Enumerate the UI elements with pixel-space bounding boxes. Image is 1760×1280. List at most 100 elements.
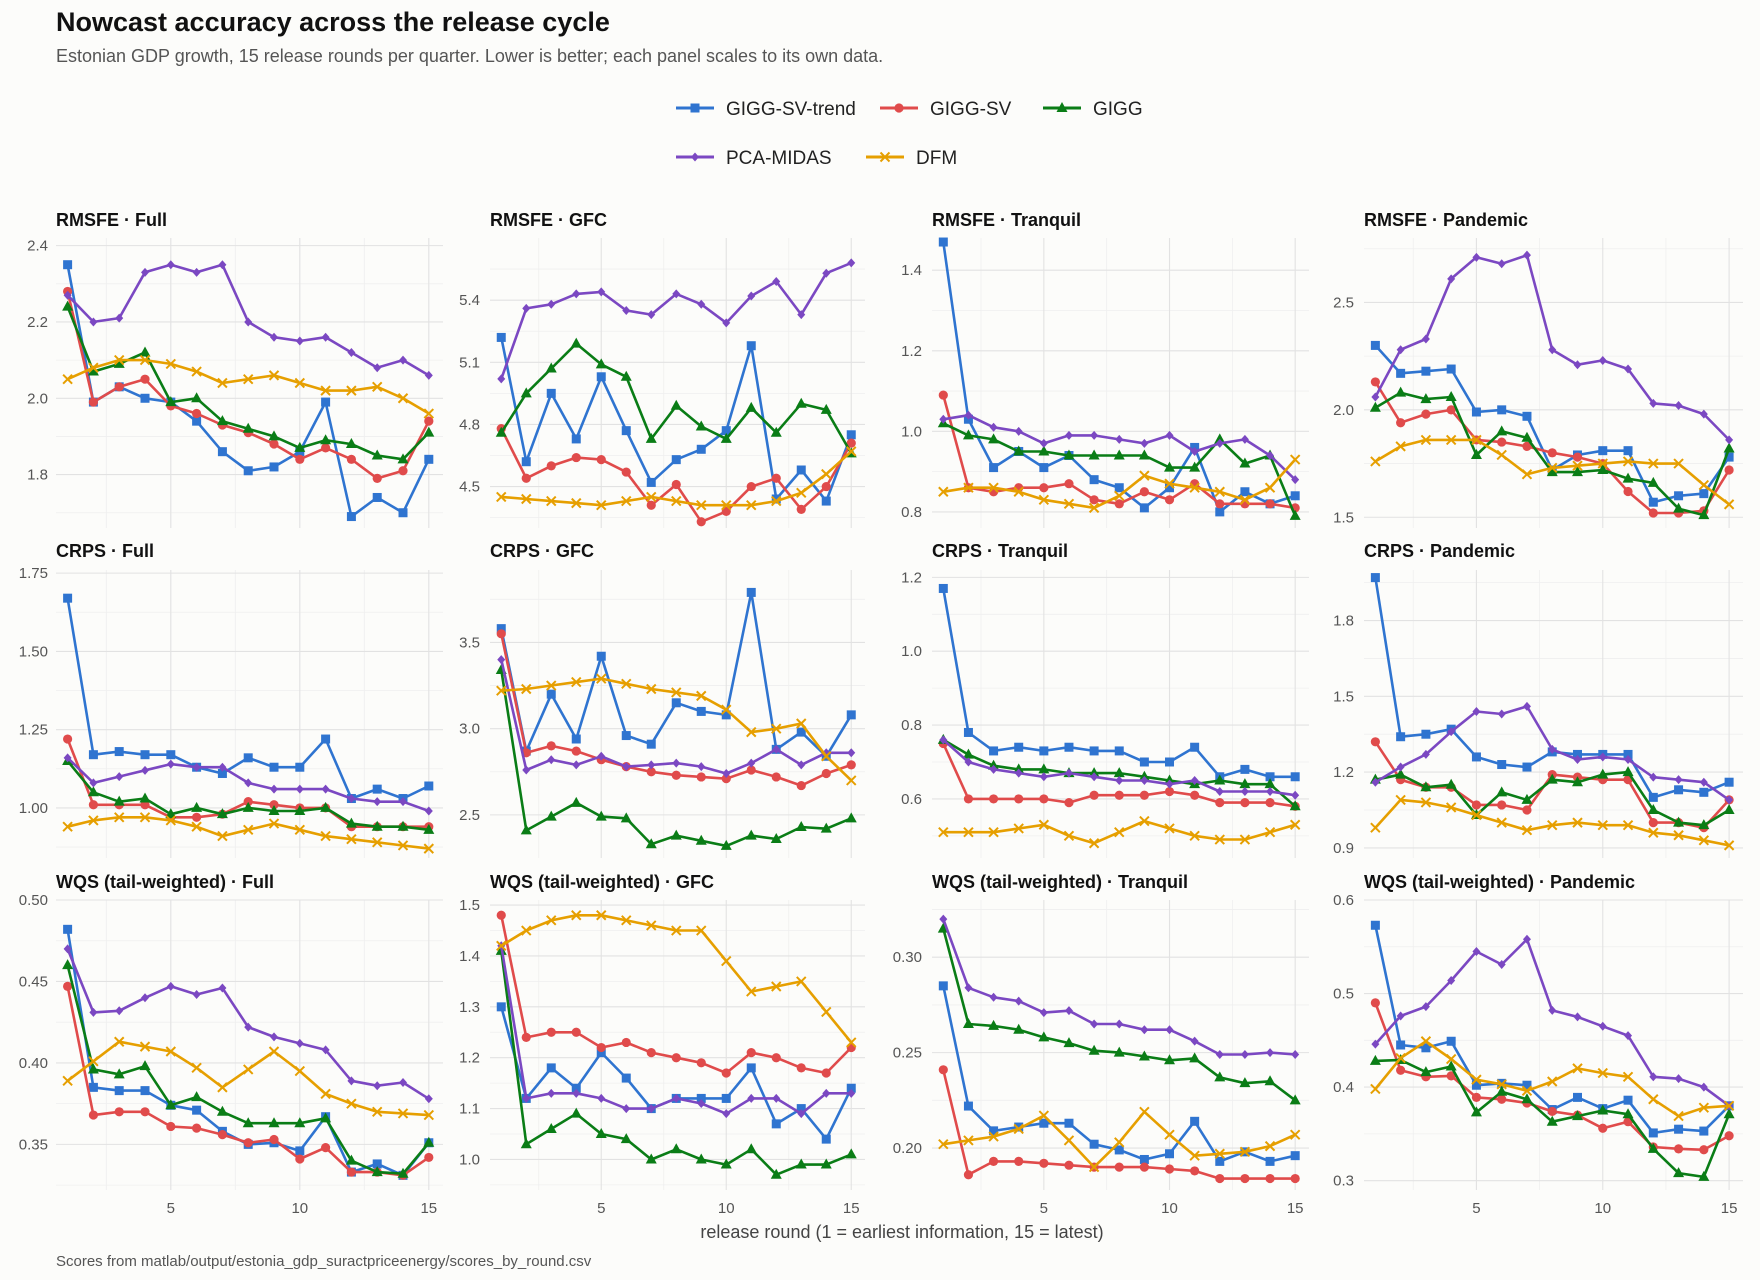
series-line [942, 928, 1296, 1102]
data-point [570, 337, 582, 348]
series-gigg [937, 417, 1301, 520]
data-point [139, 354, 151, 366]
data-point [1113, 1046, 1125, 1057]
data-point [139, 1041, 151, 1052]
chart-title: Nowcast accuracy across the release cycl… [56, 7, 610, 37]
data-point [1370, 456, 1381, 467]
data-point [1139, 487, 1149, 497]
data-point [671, 770, 681, 780]
data-point [545, 1122, 557, 1133]
data-point [522, 303, 531, 313]
legend-label: DFM [916, 148, 957, 169]
data-point [1674, 401, 1683, 411]
data-point [1138, 770, 1150, 781]
data-point [671, 455, 681, 465]
data-point [771, 981, 782, 992]
data-point [114, 812, 125, 823]
data-point [796, 487, 807, 498]
data-point [114, 354, 125, 366]
data-point [962, 748, 974, 759]
data-point [1622, 1108, 1634, 1119]
data-point [139, 792, 151, 803]
data-point [795, 820, 807, 831]
data-point [1674, 491, 1684, 501]
data-point [1723, 499, 1735, 510]
data-point [938, 237, 948, 247]
data-point [697, 299, 706, 309]
data-point [1725, 435, 1734, 445]
data-point [521, 493, 532, 505]
data-point [496, 910, 506, 920]
series-pca-midas [939, 735, 1300, 800]
legend-label: GIGG [1093, 99, 1143, 120]
data-point [770, 1168, 782, 1179]
series-line [500, 261, 852, 380]
data-point [165, 808, 177, 819]
data-point [547, 755, 556, 765]
data-point [820, 822, 832, 833]
y-tick-label: 0.20 [893, 1140, 922, 1157]
data-point [321, 443, 331, 453]
data-point [1215, 798, 1225, 808]
data-point [1139, 1154, 1149, 1164]
data-point [1064, 1006, 1073, 1016]
data-point [1240, 1173, 1250, 1184]
y-tick-label: 0.30 [893, 949, 922, 966]
data-point [1164, 1129, 1175, 1140]
series-gigg [1369, 766, 1735, 830]
data-point [1622, 472, 1634, 483]
data-point [1521, 469, 1533, 480]
data-point [1421, 1043, 1431, 1053]
data-point [596, 1048, 606, 1058]
data-point [1396, 1065, 1406, 1075]
data-point [596, 500, 607, 511]
data-point [218, 260, 227, 270]
data-point [846, 710, 856, 720]
series-pca-midas [939, 914, 1300, 1060]
data-point [1624, 364, 1633, 374]
panels: RMSFE · Full 1.8 2.0 2.2 2.4 RMSFE · GFC 4.5 4.… [19, 210, 1743, 1217]
data-point [1164, 478, 1175, 489]
data-point [115, 772, 124, 782]
data-point [963, 727, 973, 737]
data-point [139, 346, 151, 357]
data-point [243, 1138, 253, 1148]
data-point [1190, 790, 1200, 800]
data-point [1395, 768, 1407, 779]
data-point [820, 1158, 832, 1169]
data-point [1420, 434, 1432, 446]
data-point [1088, 449, 1100, 460]
data-point [1214, 486, 1225, 497]
data-point [1114, 483, 1124, 493]
series-pca-midas [497, 655, 856, 778]
data-point [216, 1105, 228, 1116]
data-point [1165, 779, 1174, 789]
data-point [1240, 764, 1250, 774]
series-gigg [495, 664, 857, 850]
series-line [500, 1006, 853, 1141]
y-tick-label: 0.5 [1333, 986, 1354, 1003]
data-point [63, 924, 73, 934]
data-point [140, 374, 150, 384]
legend-label: GIGG-SV [930, 99, 1012, 120]
data-point [1623, 1095, 1633, 1105]
data-point [1290, 1151, 1300, 1161]
data-point [1289, 819, 1301, 830]
data-point [1014, 768, 1023, 778]
data-point [63, 981, 73, 991]
data-point [1215, 499, 1225, 509]
y-tick-label: 2.5 [1333, 294, 1354, 311]
y-tick-label: 1.0 [459, 1151, 480, 1168]
data-point [1395, 386, 1407, 397]
data-point [269, 1134, 279, 1145]
data-point [1164, 1054, 1176, 1065]
data-point [1369, 1054, 1381, 1065]
data-point [294, 1117, 306, 1128]
y-tick-label: 1.25 [19, 722, 48, 739]
data-point [988, 1156, 999, 1166]
data-point [772, 1093, 781, 1103]
data-point [1266, 451, 1275, 460]
data-point [964, 410, 973, 420]
data-point [1239, 834, 1251, 845]
data-point [269, 462, 279, 472]
